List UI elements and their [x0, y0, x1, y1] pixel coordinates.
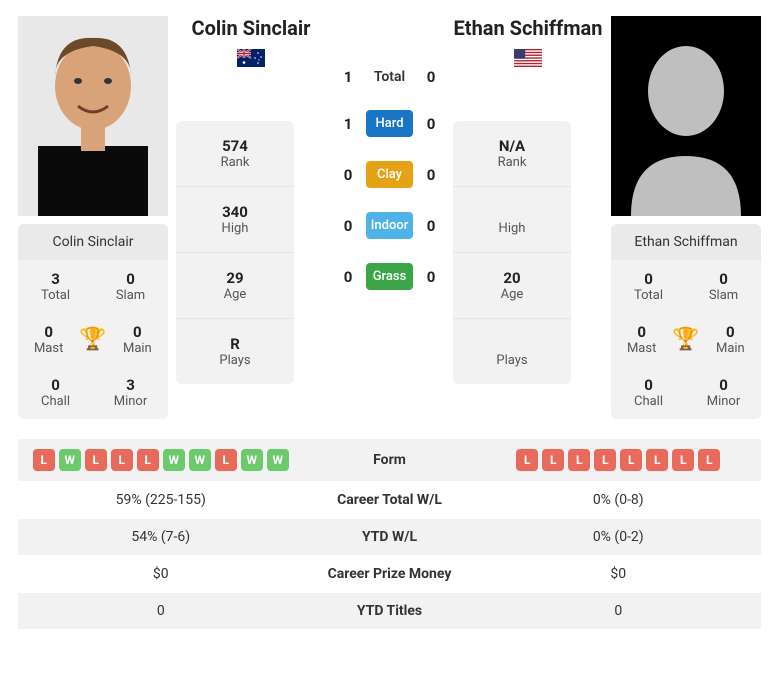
- surface-pill[interactable]: Indoor: [366, 212, 413, 239]
- lbl-mast: Mast: [22, 341, 75, 356]
- lbl-minor: Minor: [97, 394, 164, 409]
- p1-minor-val: 3: [97, 376, 164, 394]
- player1-card-name: Colin Sinclair: [18, 224, 168, 260]
- form-chip: W: [267, 449, 289, 471]
- p2-high: [459, 203, 565, 221]
- form-chip: L: [215, 449, 237, 471]
- p1-total-val: 3: [22, 270, 89, 288]
- player1-side: Colin Sinclair 3Total 0Slam 0Mast 🏆 0Mai…: [18, 16, 326, 419]
- form-chip: L: [646, 449, 668, 471]
- form-chip: L: [698, 449, 720, 471]
- p2-plays: [459, 335, 565, 353]
- p1-high: 340: [182, 203, 288, 221]
- player1-column: Colin Sinclair 3Total 0Slam 0Mast 🏆 0Mai…: [18, 16, 168, 419]
- p2-chall-val: 0: [615, 376, 682, 394]
- form-chip: L: [542, 449, 564, 471]
- lbl-main: Main: [111, 341, 164, 356]
- form-chip: L: [516, 449, 538, 471]
- form-chip: L: [85, 449, 107, 471]
- trophy-icon: 🏆: [672, 327, 699, 352]
- p2-slam-val: 0: [690, 270, 757, 288]
- p1-career-wl: 59% (225-155): [32, 492, 290, 508]
- player2-column: Ethan Schiffman 0Total 0Slam 0Mast 🏆 0Ma…: [611, 16, 761, 419]
- p2-form: LLLLLLLL: [490, 449, 748, 471]
- h2h-surface-row: 0 Indoor 0: [334, 200, 445, 251]
- p1-ytd-titles: 0: [32, 603, 290, 619]
- player2-side: Ethan Schiffman 0Total 0Slam 0Mast 🏆 0Ma…: [453, 16, 761, 419]
- surface-pill[interactable]: Grass: [366, 263, 413, 290]
- player1-meta-column: Colin Sinclair 574Rank 340High 29Age RPl…: [176, 16, 326, 384]
- p1-plays: R: [182, 335, 288, 353]
- form-chip: L: [568, 449, 590, 471]
- p2-age: 20: [459, 269, 565, 287]
- trophy-icon: 🏆: [79, 327, 106, 352]
- p2-mast-val: 0: [615, 323, 668, 341]
- comparison-top: Colin Sinclair 3Total 0Slam 0Mast 🏆 0Mai…: [18, 16, 761, 419]
- p1-main-val: 0: [111, 323, 164, 341]
- form-chip: L: [672, 449, 694, 471]
- p1-chall-val: 0: [22, 376, 89, 394]
- player2-photo: [611, 16, 761, 216]
- p1-form: LWLLLWWLWW: [32, 449, 290, 471]
- comparison-table: LWLLLWWLWW Form LLLLLLLL 59% (225-155) C…: [18, 439, 761, 630]
- p2-main-val: 0: [704, 323, 757, 341]
- lbl-slam: Slam: [97, 288, 164, 303]
- form-chip: L: [137, 449, 159, 471]
- h2h-total-p1: 1: [338, 68, 358, 86]
- h2h-total-p2: 0: [421, 68, 441, 86]
- form-chip: L: [111, 449, 133, 471]
- p1-ytd-wl: 54% (7-6): [32, 529, 290, 545]
- surface-pill[interactable]: Clay: [366, 161, 413, 188]
- p1-slam-val: 0: [97, 270, 164, 288]
- player2-name: Ethan Schiffman: [453, 16, 603, 41]
- p2-total-val: 0: [615, 270, 682, 288]
- player2-meta-column: Ethan Schiffman N/ARank High 20Age Plays: [453, 16, 603, 384]
- flag-au-icon: [237, 49, 265, 67]
- form-chip: W: [189, 449, 211, 471]
- form-chip: W: [163, 449, 185, 471]
- h2h-total-label: Total: [358, 69, 421, 85]
- h2h-surface-row: 0 Clay 0: [334, 149, 445, 200]
- form-chip: L: [594, 449, 616, 471]
- lbl-chall: Chall: [22, 394, 89, 409]
- p2-minor-val: 0: [690, 376, 757, 394]
- p2-ytd-wl: 0% (0-2): [490, 529, 748, 545]
- p2-ytd-titles: 0: [490, 603, 748, 619]
- flag-us-icon: [514, 49, 542, 67]
- form-chip: L: [33, 449, 55, 471]
- player2-titles-card: Ethan Schiffman 0Total 0Slam 0Mast 🏆 0Ma…: [611, 224, 761, 419]
- form-chip: W: [241, 449, 263, 471]
- player2-card-name: Ethan Schiffman: [611, 224, 761, 260]
- h2h-surface-row: 0 Grass 0: [334, 251, 445, 302]
- player1-photo: [18, 16, 168, 216]
- h2h-surface-row: 1 Hard 0: [334, 98, 445, 149]
- player1-name: Colin Sinclair: [176, 16, 326, 41]
- p1-prize: $0: [32, 566, 290, 582]
- p1-rank: 574: [182, 137, 288, 155]
- surface-pill[interactable]: Hard: [366, 110, 413, 137]
- p1-mast-val: 0: [22, 323, 75, 341]
- h2h-center: 1 Total 0 1 Hard 00 Clay 00 Indoor 00 Gr…: [334, 16, 445, 419]
- form-chip: W: [59, 449, 81, 471]
- lbl-form: Form: [290, 452, 490, 468]
- p2-career-wl: 0% (0-8): [490, 492, 748, 508]
- p2-rank: N/A: [459, 137, 565, 155]
- p2-prize: $0: [490, 566, 748, 582]
- player1-titles-card: Colin Sinclair 3Total 0Slam 0Mast 🏆 0Mai…: [18, 224, 168, 419]
- p1-age: 29: [182, 269, 288, 287]
- lbl-total: Total: [22, 288, 89, 303]
- form-chip: L: [620, 449, 642, 471]
